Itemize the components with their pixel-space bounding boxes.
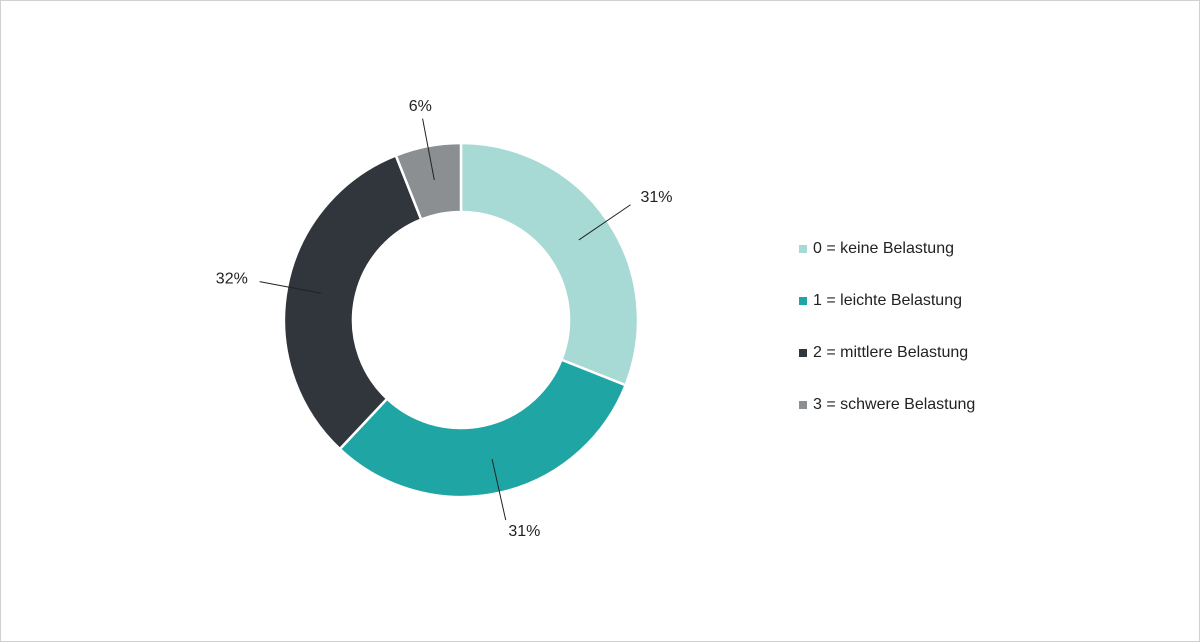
legend-swatch	[799, 401, 807, 409]
legend-label: 3 = schwere Belastung	[813, 396, 975, 413]
legend-swatch	[799, 297, 807, 305]
legend-label: 0 = keine Belastung	[813, 240, 954, 257]
legend-swatch	[799, 245, 807, 253]
legend-label: 2 = mittlere Belastung	[813, 344, 968, 361]
legend-swatch	[799, 349, 807, 357]
data-label: 32%	[216, 271, 248, 288]
data-label: 31%	[508, 523, 540, 540]
donut-slice	[459, 141, 640, 387]
data-label: 31%	[640, 189, 672, 206]
donut-slice	[282, 153, 423, 451]
legend-label: 1 = leichte Belastung	[813, 292, 962, 309]
donut-slice	[338, 358, 628, 499]
leader-line	[259, 281, 322, 294]
data-label: 6%	[409, 98, 432, 115]
leader-line	[578, 204, 631, 241]
leader-line	[491, 458, 507, 521]
donut-slice	[394, 141, 463, 222]
leader-line	[422, 118, 435, 181]
